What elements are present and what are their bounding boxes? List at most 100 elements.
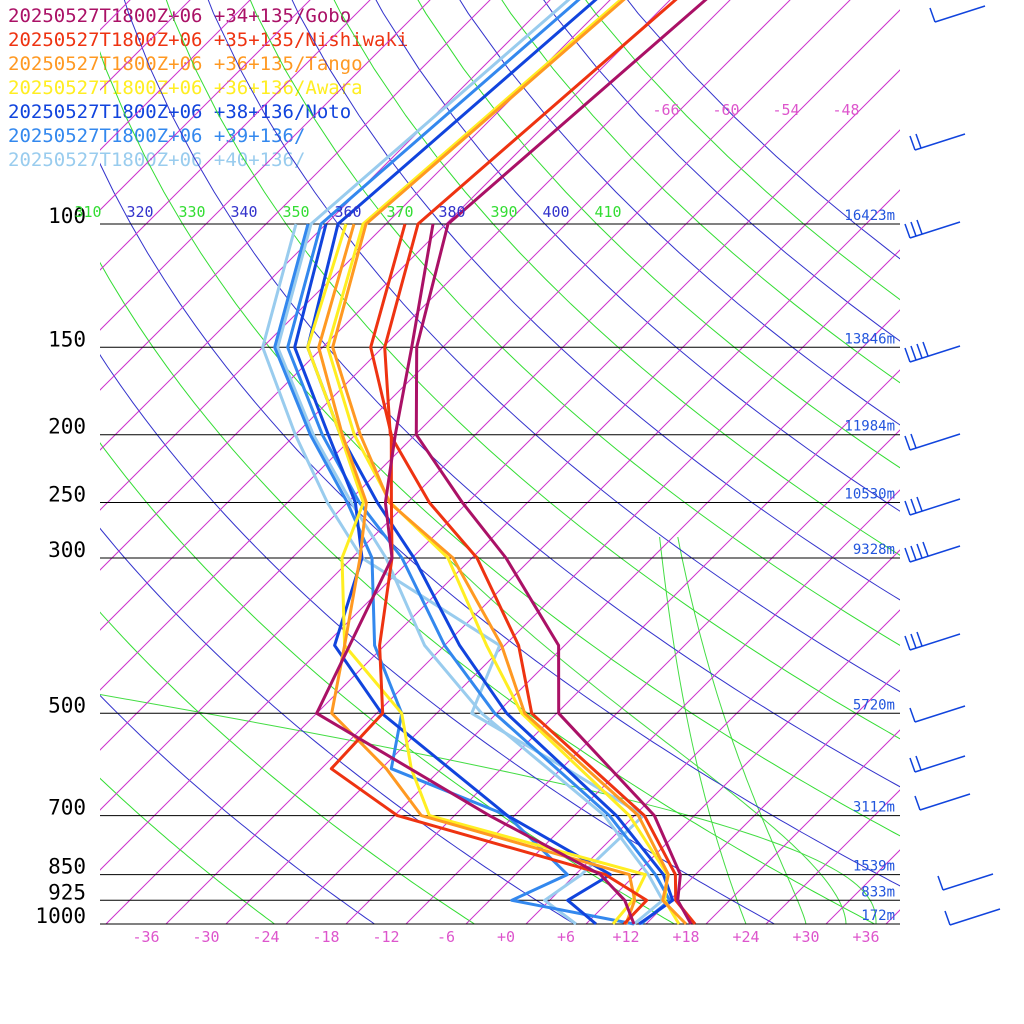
legend-item: 20250527T1800Z+06 +34+135/Gobo [8, 5, 352, 27]
isotherm [100, 0, 791, 691]
legend-item: 20250527T1800Z+06 +36+136/Awara [8, 77, 363, 99]
isotherm [285, 309, 900, 924]
theta-label: 370 [386, 203, 413, 221]
theta-label: 330 [178, 203, 205, 221]
dewpoint-line [329, 223, 649, 926]
dewpoint-line [273, 223, 635, 926]
legend-item: 20250527T1800Z+06 +39+136/ [8, 125, 306, 147]
dry-adiabat [100, 162, 900, 887]
temperature-line [383, 0, 697, 925]
temperature-tick-label: +0 [497, 928, 515, 946]
isotherm [765, 789, 900, 924]
dewpoint-line [293, 223, 612, 926]
wind-barb [937, 873, 994, 891]
isotherm [0, 0, 92, 924]
temperature-line [306, 0, 675, 926]
height-label: 833m [861, 884, 895, 900]
isotherm [345, 369, 900, 924]
temperature-line [286, 0, 672, 926]
isotherm [100, 0, 491, 391]
mixing-ratio-line [659, 536, 747, 924]
temperature-tick-label: -6 [437, 928, 455, 946]
wind-barb [914, 793, 971, 811]
isotherm [465, 489, 900, 924]
temperature-tick-label: -36 [132, 928, 159, 946]
wind-barb [909, 705, 966, 723]
height-label: 13846m [844, 331, 895, 347]
theta-label: 410 [594, 203, 621, 221]
theta-label: 320 [126, 203, 153, 221]
wind-barb [929, 5, 986, 23]
theta-label: 350 [282, 203, 309, 221]
theta-label: 340 [230, 203, 257, 221]
pressure-label: 250 [48, 483, 86, 507]
isotherm [100, 0, 551, 451]
temperature-tick-label: +12 [612, 928, 639, 946]
isotherm [100, 0, 611, 511]
dry-adiabat [100, 777, 275, 924]
isobars [100, 223, 900, 925]
mixing-ratio-line [677, 536, 807, 924]
wind-barb [904, 496, 961, 516]
pressure-label: 100 [48, 204, 86, 228]
isotherm [105, 129, 900, 924]
wind-barb [904, 219, 961, 239]
isotherm [165, 189, 900, 924]
wind-barb [909, 755, 966, 773]
temperature-tick-label: -12 [372, 928, 399, 946]
wind-barb [904, 631, 961, 651]
isotherm [1006, 0, 1024, 924]
dewpoint-line [315, 223, 636, 925]
isotherms [0, 0, 1024, 924]
temperature-line [276, 0, 665, 926]
pressure-label: 200 [48, 415, 86, 439]
temperature-tick-label: -24 [252, 928, 279, 946]
isotherm [100, 69, 900, 871]
height-label: 172m [861, 908, 895, 924]
isotherm [0, 0, 212, 924]
dry-adiabat [417, 0, 900, 469]
pressure-label: 150 [48, 327, 86, 351]
wind-barb [904, 541, 961, 563]
isotherm [100, 0, 731, 631]
temperature-tick-label: +24 [732, 928, 759, 946]
isotherm [0, 0, 32, 924]
theta-label: 360 [334, 203, 361, 221]
theta-label: 380 [438, 203, 465, 221]
height-label: 9328m [853, 542, 895, 558]
legend-item: 20250527T1800Z+06 +38+136/Noto [8, 101, 352, 123]
legend: 20250527T1800Z+06 +34+135/Gobo 20250527T1… [8, 4, 408, 172]
height-label: 3112m [853, 800, 895, 816]
isotherm [645, 669, 900, 924]
temperature-line [414, 0, 708, 925]
temperature-tick-label: -30 [192, 928, 219, 946]
temperature-tick-label: +36 [852, 928, 879, 946]
wind-barb [909, 133, 966, 151]
temperature-tick-label: +18 [672, 928, 699, 946]
dry-adiabats [100, 0, 900, 924]
temperature-tick-label: -18 [312, 928, 339, 946]
wind-barb [904, 433, 961, 451]
wind-barb [904, 341, 961, 363]
sounding-series [261, 0, 708, 926]
isotherm [100, 0, 371, 271]
isotherm [100, 0, 251, 151]
theta-label: 400 [542, 203, 569, 221]
wind-barbs [904, 5, 1001, 926]
isotherm [585, 609, 900, 924]
isotherm [225, 249, 900, 924]
isotherm [100, 0, 311, 211]
temperature-line [331, 0, 688, 926]
legend-item: 20250527T1800Z+06 +40+136/ [8, 149, 306, 171]
isotherm [0, 0, 152, 924]
isotherm [705, 729, 900, 924]
temperature-tick-label: +6 [557, 928, 575, 946]
pressure-label: 850 [48, 855, 86, 879]
dry-adiabat [100, 354, 775, 924]
height-label: 1539m [853, 859, 895, 875]
height-label: 11984m [844, 419, 895, 435]
isotherm [525, 549, 900, 924]
isotherm [946, 0, 1024, 924]
isotherm [825, 849, 900, 924]
theta-label: 390 [490, 203, 517, 221]
